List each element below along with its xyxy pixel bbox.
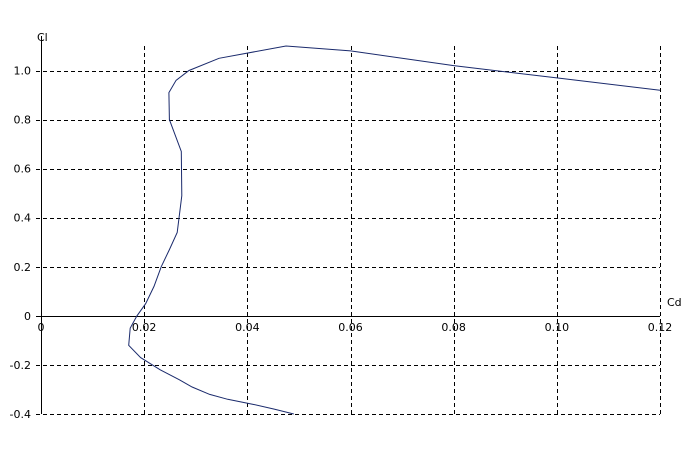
y-tick-label: 0.8 <box>14 114 32 127</box>
y-tick-label: 0.4 <box>14 212 32 225</box>
x-tick-label: 0.12 <box>648 321 673 334</box>
y-tick-label: 0 <box>24 310 31 323</box>
y-tick-label: 0.2 <box>14 261 32 274</box>
grid-layer <box>36 46 661 415</box>
y-axis-label: Cl <box>37 31 48 44</box>
series-layer <box>128 45 661 415</box>
y-tick-label: 1.0 <box>14 65 32 78</box>
y-tick-label: -0.2 <box>10 359 31 372</box>
polar-curve-line <box>128 45 661 415</box>
x-axis-label: Cd <box>667 296 682 309</box>
x-tick-label: 0.06 <box>338 321 363 334</box>
x-tick-label: 0 <box>38 321 45 334</box>
x-tick-label: 0.08 <box>441 321 466 334</box>
axis-layer <box>36 36 660 414</box>
y-tick-label: -0.4 <box>10 408 31 421</box>
x-tick-label: 0.02 <box>132 321 157 334</box>
x-tick-label: 0.04 <box>235 321 260 334</box>
y-tick-label: 0.6 <box>14 163 32 176</box>
tick-label-layer: -0.4 -0.2 0 0.2 0.4 0.6 0.8 1.0 0 0.02 0.04 0.06 0.0… <box>10 65 673 421</box>
x-tick-label: 0.10 <box>545 321 570 334</box>
